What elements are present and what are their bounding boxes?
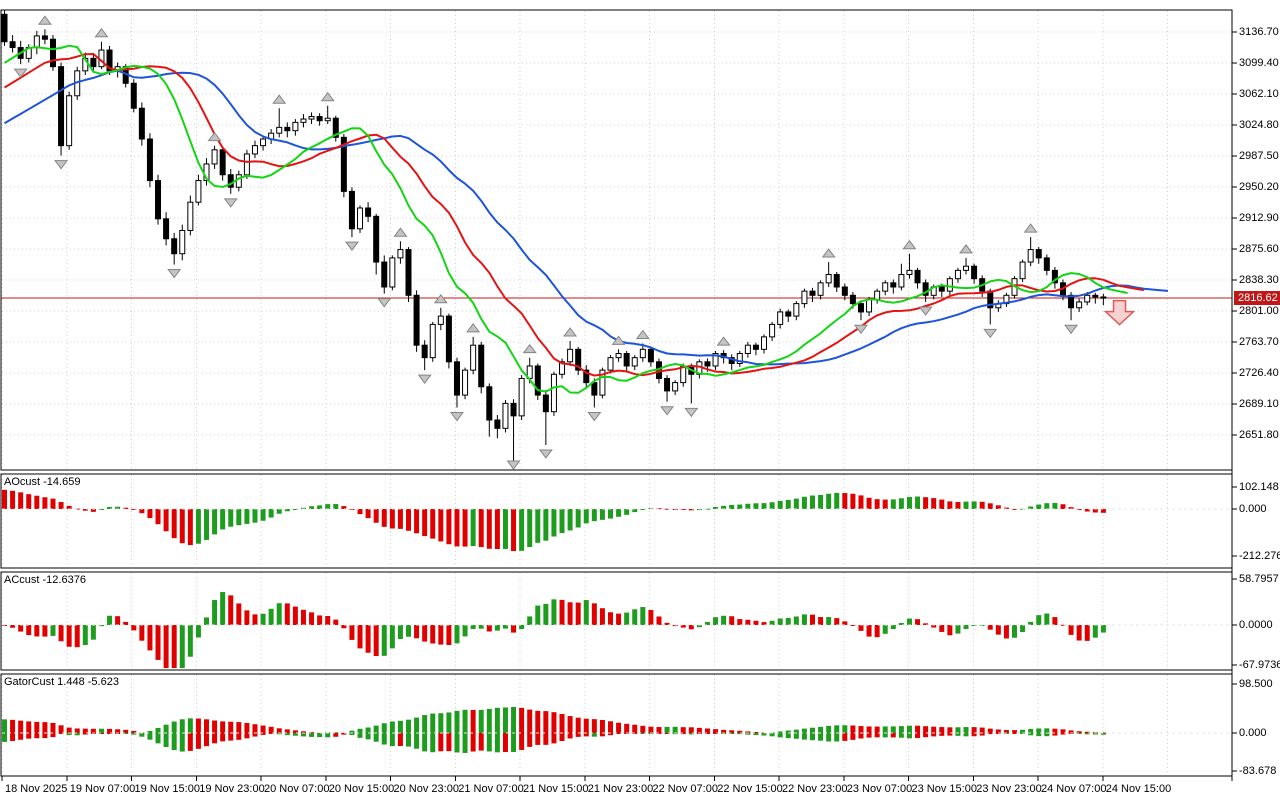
- fractal-up-icon: [207, 131, 222, 142]
- indicator-axis-label: -67.9736: [1239, 659, 1280, 671]
- price-axis-label: 2912.90: [1239, 212, 1279, 224]
- time-axis-label: 20 Nov 23:00: [393, 783, 459, 795]
- time-axis-label: 22 Nov 07:00: [652, 783, 718, 795]
- zero-lines: [2, 508, 1231, 734]
- price-axis-label: 2689.10: [1239, 398, 1279, 410]
- grid-layer: [1, 11, 1231, 775]
- panel-separator[interactable]: [0, 470, 1232, 474]
- ticks-layer: [1, 31, 1237, 781]
- annotation-layer: [1103, 299, 1136, 326]
- alligator-lines: [3, 44, 1169, 394]
- fractal-down-icon: [417, 374, 432, 384]
- indicator-axis-label: 0.0000: [1239, 619, 1273, 631]
- time-axis-label: 21 Nov 07:00: [458, 783, 524, 795]
- fractal-down-icon: [223, 198, 238, 208]
- indicator-axis-label: 58.7957: [1239, 573, 1279, 585]
- time-axis-label: 20 Nov 07:00: [264, 783, 330, 795]
- indicator-axis-label: -83.678: [1239, 765, 1277, 777]
- price-axis-label: 2801.00: [1239, 305, 1279, 317]
- fractal-down-icon: [538, 449, 553, 459]
- panel-separator[interactable]: [0, 568, 1232, 572]
- fractal-down-icon: [660, 406, 675, 416]
- fractal-down-icon: [13, 68, 28, 79]
- price-axis-label: 2651.80: [1239, 429, 1279, 441]
- fractal-down-icon: [1064, 324, 1079, 335]
- gator-histogram: [2, 706, 1106, 753]
- candles-layer: [1, 10, 1107, 466]
- fractal-down-icon: [54, 160, 69, 170]
- indicator-axis-label: 98.500: [1239, 678, 1273, 690]
- fractal-down-icon: [377, 298, 392, 308]
- time-axis-label: 18 Nov 2025: [5, 783, 68, 795]
- fractal-down-icon: [167, 269, 182, 279]
- sell-arrow-icon: [1103, 299, 1136, 326]
- fractals-layer: [13, 15, 1079, 470]
- price-axis-label: 2726.40: [1239, 367, 1279, 379]
- price-axis-label: 3136.70: [1239, 26, 1279, 38]
- panel-separator[interactable]: [0, 670, 1232, 674]
- fractal-down-icon: [983, 328, 998, 339]
- time-axis-label: 23 Nov 23:00: [976, 783, 1042, 795]
- fractal-up-icon: [563, 327, 578, 337]
- price-axis-label: 2950.20: [1239, 181, 1279, 193]
- borders-layer: [0, 9, 1233, 781]
- time-axis-label: 24 Nov 07:00: [1041, 783, 1107, 795]
- price-axis-label: 2875.60: [1239, 243, 1279, 255]
- time-axis-label: 21 Nov 23:00: [587, 783, 654, 795]
- fractal-up-icon: [902, 239, 917, 250]
- fractal-up-icon: [37, 15, 52, 25]
- fractal-up-icon: [94, 27, 109, 38]
- price-axis-label: 2838.30: [1239, 274, 1279, 286]
- time-axis-label: 24 Nov 15:00: [1105, 783, 1172, 795]
- fractal-up-icon: [393, 227, 408, 237]
- current-price-badge: 2816.62: [1234, 291, 1280, 305]
- indicator-axis-label: -212.276: [1239, 550, 1280, 562]
- time-axis-label: 19 Nov 23:00: [199, 783, 265, 795]
- fractal-up-icon: [821, 248, 836, 258]
- fractal-down-icon: [853, 324, 868, 335]
- time-axis-label: 23 Nov 07:00: [846, 783, 913, 795]
- indicator-label-ac: ACcust -12.6376: [4, 574, 86, 586]
- fractal-up-icon: [320, 91, 335, 102]
- indicator-axis-label: 0.000: [1239, 503, 1267, 515]
- fractal-up-icon: [716, 336, 731, 346]
- time-axis-label: 22 Nov 23:00: [782, 783, 848, 795]
- indicator-axis-label: 0.000: [1239, 727, 1267, 739]
- ac-histogram: [2, 592, 1106, 668]
- fractal-down-icon: [506, 460, 521, 470]
- price-axis-label: 2763.70: [1239, 336, 1279, 348]
- fractal-up-icon: [466, 323, 481, 333]
- price-axis-label: 3024.80: [1239, 119, 1279, 131]
- time-axis-label: 19 Nov 15:00: [134, 783, 200, 795]
- fractal-up-icon: [272, 94, 287, 104]
- fractal-down-icon: [344, 241, 359, 251]
- indicator-label-ao: AOcust -14.659: [4, 476, 81, 488]
- price-axis-label: 3062.10: [1239, 88, 1279, 100]
- indicator-axis-label: 102.148: [1239, 481, 1279, 493]
- price-axis-label: 3099.40: [1239, 57, 1279, 69]
- fractal-up-icon: [611, 335, 626, 345]
- fractal-up-icon: [959, 244, 974, 254]
- fractal-down-icon: [449, 412, 464, 422]
- price-axis-label: 2987.50: [1239, 150, 1279, 162]
- fractal-up-icon: [635, 329, 650, 340]
- time-axis-label: 21 Nov 15:00: [523, 783, 589, 795]
- fractal-up-icon: [433, 293, 448, 304]
- time-axis-label: 19 Nov 07:00: [69, 783, 136, 795]
- indicator-label-gator: GatorCust 1.448 -5.623: [4, 676, 119, 688]
- fractal-up-icon: [522, 343, 537, 354]
- fractal-down-icon: [587, 412, 602, 422]
- ao-histogram: [2, 489, 1106, 552]
- fractal-down-icon: [684, 407, 699, 418]
- fractal-down-icon: [918, 306, 933, 316]
- fractal-up-icon: [1023, 223, 1038, 233]
- time-axis-label: 20 Nov 15:00: [328, 783, 395, 795]
- time-axis-label: 22 Nov 15:00: [717, 783, 783, 795]
- time-axis-label: 23 Nov 15:00: [911, 783, 977, 795]
